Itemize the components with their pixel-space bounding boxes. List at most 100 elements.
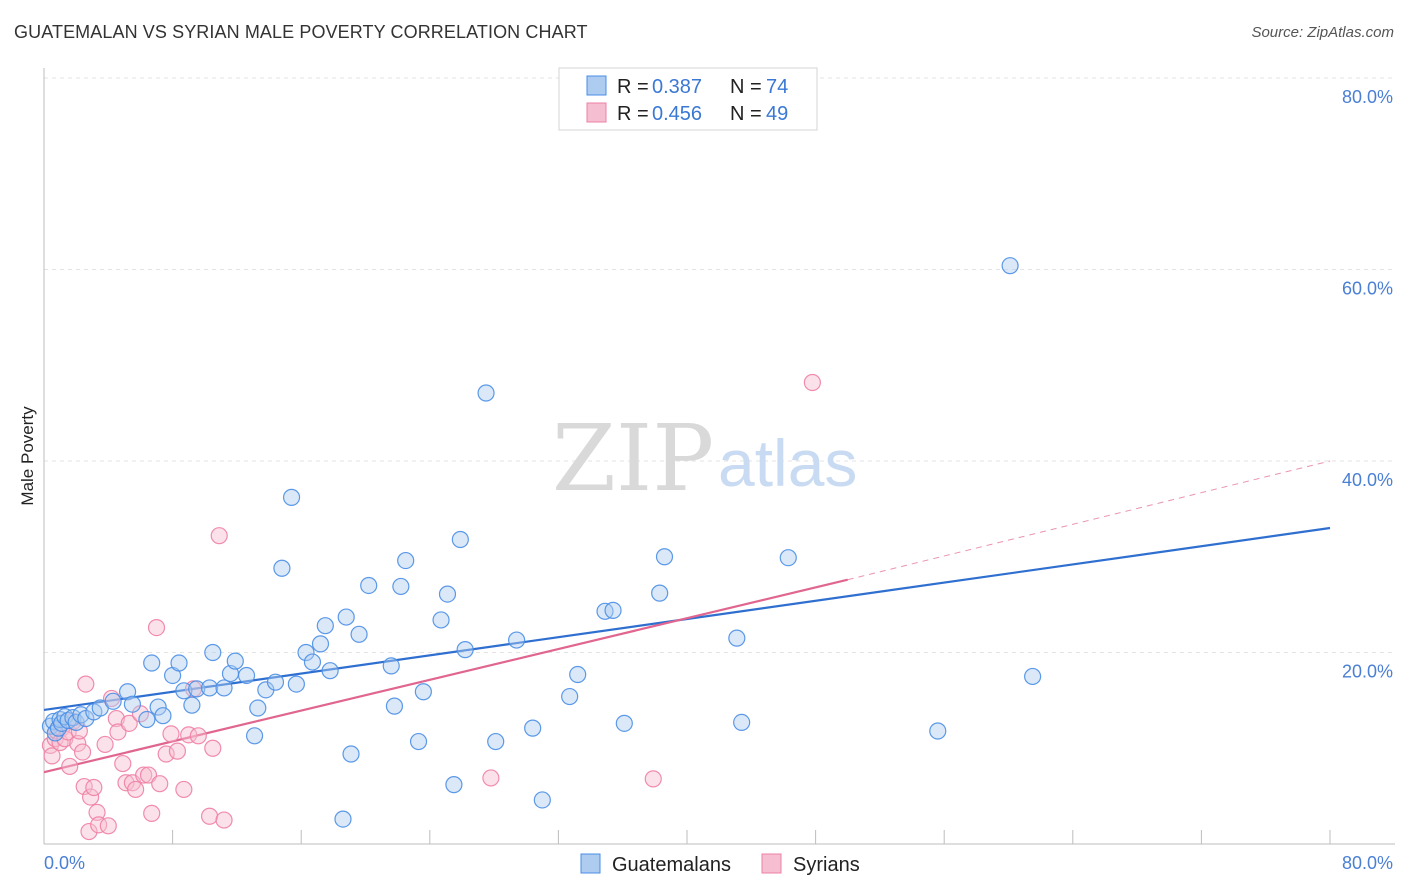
- guatemalan-point: [1001, 257, 1019, 275]
- guatemalan-point: [350, 625, 368, 643]
- syrian-point: [73, 743, 92, 761]
- syrian-point: [114, 754, 132, 773]
- guatemalan-point: [237, 666, 256, 685]
- legend-guatemalans-swatch: [580, 853, 601, 874]
- guatemalan-point: [321, 662, 339, 680]
- guatemalan-point: [266, 673, 285, 691]
- guatemalan-point: [337, 608, 355, 626]
- syrian-point: [69, 734, 87, 753]
- guatemalan-point: [533, 791, 551, 809]
- guatemalan-point: [249, 699, 267, 717]
- syrian-point: [61, 757, 79, 776]
- guatemalan-point: [392, 577, 410, 596]
- syrian-point: [85, 778, 103, 797]
- guatemalan-point: [451, 530, 469, 549]
- series-legend: Guatemalans Syrians: [580, 853, 860, 876]
- tick-labels: 20.0% 40.0% 60.0% 80.0% 0.0% 80.0%: [44, 87, 1393, 873]
- syrian-point: [107, 709, 125, 728]
- guatemalan-point: [360, 576, 378, 595]
- guatemalan-point: [143, 654, 161, 672]
- syrian-point: [204, 739, 222, 757]
- guatemalan-point: [297, 643, 315, 662]
- guatemalan-point: [188, 680, 206, 698]
- watermark: ZIP atlas: [552, 405, 857, 512]
- guatemalan-point: [779, 549, 797, 567]
- syrian-point: [157, 745, 175, 763]
- syrian-point: [82, 788, 100, 806]
- guatemalan-r-value: 0.387: [652, 76, 702, 98]
- guatemalan-point: [282, 488, 301, 506]
- guatemalan-point: [215, 679, 233, 697]
- y-tick-label: 20.0%: [1342, 662, 1393, 682]
- syrian-point: [135, 766, 153, 784]
- syrian-r-value: 0.456: [652, 103, 702, 125]
- guatemalan-point: [200, 679, 219, 697]
- syrian-swatch: [586, 102, 607, 123]
- chart-title: GUATEMALAN VS SYRIAN MALE POVERTY CORREL…: [14, 22, 588, 42]
- guatemalan-point: [409, 732, 428, 751]
- syrian-point: [215, 811, 233, 829]
- guatemalan-point: [615, 714, 633, 732]
- syrian-point: [88, 803, 106, 822]
- source-label: Source: ZipAtlas.com: [1251, 24, 1394, 41]
- guatemalan-point: [175, 682, 193, 700]
- guatemalan-point: [226, 652, 244, 670]
- syrian-point: [102, 689, 121, 708]
- guatemalan-point: [104, 692, 122, 710]
- guatemalan-point: [524, 719, 542, 737]
- syrian-trend-extension: [847, 460, 1331, 581]
- guatemalan-point: [316, 617, 334, 635]
- guatemalan-point: [46, 724, 64, 742]
- guatemalan-point: [569, 665, 587, 684]
- guatemalan-point: [414, 683, 432, 701]
- guatemalan-point: [1024, 667, 1042, 686]
- legend-guatemalans-label: Guatemalans: [612, 854, 731, 876]
- guatemalan-r-label: R =: [617, 76, 649, 98]
- watermark-atlas: atlas: [718, 426, 857, 500]
- guatemalan-point: [123, 695, 142, 713]
- syrian-r-label: R =: [617, 103, 649, 125]
- guatemalan-point: [651, 584, 669, 602]
- syrian-point: [99, 817, 117, 835]
- guatemalan-point: [204, 643, 222, 662]
- syrian-point: [96, 735, 114, 754]
- syrian-point: [43, 747, 61, 765]
- guatemalan-point: [138, 710, 156, 729]
- syrian-point: [210, 527, 228, 545]
- guatemalan-n-label: N =: [730, 76, 762, 98]
- guatemalan-point: [397, 551, 415, 570]
- guatemalan-point: [273, 559, 291, 577]
- legend-syrians-swatch: [761, 853, 782, 874]
- guatemalan-point: [334, 810, 352, 828]
- guatemalan-point: [445, 776, 463, 794]
- axes: [43, 68, 1395, 845]
- data-points: [41, 257, 1042, 841]
- grid: [44, 77, 1395, 653]
- y-tick-label: 60.0%: [1342, 279, 1393, 299]
- guatemalan-point: [149, 698, 167, 716]
- syrian-point: [644, 770, 662, 788]
- syrian-n-label: N =: [730, 103, 762, 125]
- x-tick-label: 80.0%: [1342, 853, 1393, 873]
- syrian-trend-line: [43, 578, 849, 774]
- guatemalan-point: [170, 654, 188, 672]
- stats-legend: R = 0.387 N = 74 R = 0.456 N = 49: [558, 67, 818, 131]
- guatemalan-point: [655, 548, 674, 566]
- syrian-n-value: 49: [766, 103, 788, 125]
- guatemalan-n-value: 74: [766, 76, 788, 98]
- syrian-point: [803, 373, 821, 392]
- syrian-point: [175, 780, 193, 799]
- syrian-point: [162, 725, 180, 743]
- guatemalan-point: [477, 384, 495, 402]
- syrian-point: [127, 780, 145, 799]
- guatemalan-point: [604, 601, 622, 619]
- syrian-point: [143, 804, 161, 822]
- guatemalan-point: [245, 727, 264, 745]
- guatemalan-point: [561, 687, 579, 706]
- guatemalan-point: [728, 629, 746, 647]
- guatemalan-point: [303, 653, 322, 671]
- guatemalan-point: [342, 745, 360, 763]
- guatemalan-point: [432, 611, 450, 629]
- syrian-point: [151, 775, 169, 793]
- guatemalan-point: [382, 657, 400, 675]
